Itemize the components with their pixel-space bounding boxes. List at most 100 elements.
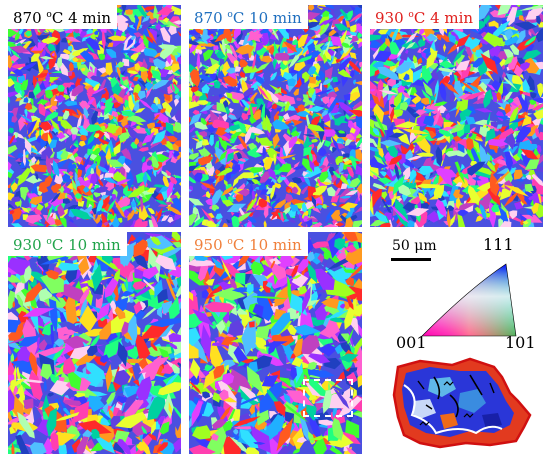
- grain: [330, 209, 340, 220]
- grain: [437, 142, 446, 149]
- grain: [325, 208, 335, 224]
- grain: [340, 42, 351, 48]
- grain: [349, 127, 356, 134]
- grain: [503, 56, 514, 66]
- grain: [36, 203, 44, 211]
- grain: [72, 48, 89, 57]
- grain: [334, 115, 346, 126]
- grain: [389, 204, 410, 224]
- grain: [335, 222, 345, 227]
- grain: [312, 185, 328, 196]
- grain: [112, 118, 118, 122]
- grain: [112, 433, 116, 441]
- grain: [393, 88, 404, 110]
- grain: [308, 76, 317, 84]
- grain: [105, 159, 125, 168]
- grain: [224, 127, 232, 134]
- grain: [215, 127, 228, 136]
- grain: [488, 45, 501, 57]
- grain: [455, 182, 463, 187]
- grain: [16, 430, 27, 436]
- grain: [147, 246, 161, 284]
- grain: [321, 203, 327, 209]
- grain: [133, 101, 140, 112]
- grain: [291, 265, 299, 278]
- grain: [50, 324, 55, 350]
- grain: [200, 33, 211, 42]
- grain: [356, 137, 362, 149]
- grain: [392, 24, 400, 44]
- grain: [455, 105, 460, 118]
- grain: [331, 76, 339, 83]
- grain: [189, 112, 202, 126]
- grain: [24, 282, 43, 303]
- grain: [30, 164, 47, 173]
- grain: [59, 62, 69, 77]
- grain: [113, 142, 121, 155]
- grain: [174, 109, 181, 121]
- grain: [330, 35, 343, 47]
- grain: [303, 215, 309, 222]
- grain: [311, 89, 316, 105]
- grain: [508, 117, 527, 123]
- grain: [325, 379, 343, 390]
- grain: [274, 52, 290, 61]
- grain: [8, 144, 18, 155]
- grain: [283, 392, 291, 405]
- grain: [452, 135, 463, 142]
- grain: [517, 93, 529, 113]
- grain: [484, 123, 499, 131]
- grain: [205, 285, 223, 300]
- grain: [66, 205, 83, 210]
- grain: [87, 98, 95, 106]
- grain: [82, 186, 90, 194]
- grain: [157, 416, 166, 425]
- grain: [125, 83, 133, 95]
- grain: [144, 81, 154, 91]
- grain: [502, 145, 519, 154]
- grain: [488, 138, 509, 147]
- grain: [540, 109, 543, 119]
- grain: [56, 56, 63, 69]
- grain: [132, 76, 139, 82]
- grain: [115, 411, 147, 429]
- grain: [253, 50, 261, 63]
- grain: [174, 121, 181, 133]
- grain: [20, 79, 29, 91]
- grain: [143, 47, 158, 57]
- grain: [504, 184, 529, 197]
- grain: [354, 81, 362, 86]
- grain: [311, 138, 319, 143]
- grain: [490, 203, 499, 213]
- grain: [351, 35, 359, 42]
- grain: [194, 172, 203, 183]
- grain: [232, 175, 241, 188]
- grain: [308, 87, 315, 94]
- grain: [315, 28, 321, 35]
- grain: [381, 198, 393, 217]
- grain: [283, 112, 290, 121]
- grain: [318, 146, 327, 157]
- grain: [57, 203, 65, 217]
- grain: [289, 204, 299, 212]
- grain: [189, 126, 196, 133]
- grain: [222, 372, 235, 385]
- grain: [372, 182, 388, 190]
- grain: [74, 193, 82, 199]
- grain: [422, 81, 434, 99]
- grain: [189, 116, 191, 123]
- grain: [82, 153, 92, 171]
- grain: [518, 14, 525, 22]
- grain: [446, 207, 451, 227]
- grain: [56, 131, 66, 140]
- grain: [24, 108, 28, 118]
- ebsd-map-950c-10min: 950 oC 10 min: [189, 232, 362, 454]
- grain: [323, 223, 339, 227]
- grain: [507, 56, 518, 70]
- grain: [417, 47, 428, 54]
- grain: [58, 185, 65, 194]
- grain: [136, 12, 143, 32]
- grain: [79, 50, 95, 62]
- grain: [298, 213, 304, 224]
- grain: [339, 9, 348, 20]
